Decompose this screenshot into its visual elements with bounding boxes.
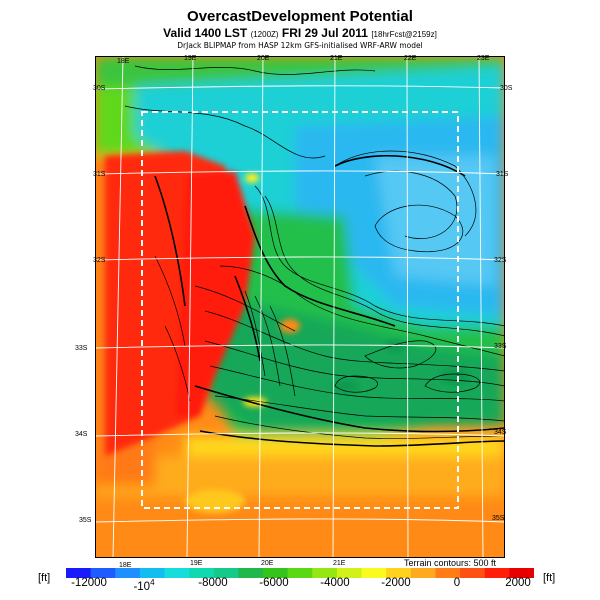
colorbar-segment xyxy=(336,568,363,578)
unit-left: [ft] xyxy=(38,572,51,584)
colorbar-segment xyxy=(238,568,264,578)
colorbar-segment xyxy=(66,568,92,578)
lat-label-right-34s: 34S xyxy=(494,429,507,436)
colorbar-tick-label: 2000 xyxy=(505,577,531,589)
lon-label-20e: 20E xyxy=(257,55,270,62)
lat-label-right-33s: 33S xyxy=(494,343,507,350)
colorbar-tick-label: -6000 xyxy=(259,577,289,589)
map-subtitle: Valid 1400 LST (1200Z) FRI 29 Jul 2011 [… xyxy=(0,26,600,40)
forecast-map xyxy=(95,56,505,558)
colorbar-tick-label: -12000 xyxy=(71,577,107,589)
lat-lon-grid xyxy=(95,56,505,558)
lat-label-right-31s: 31S xyxy=(496,171,509,178)
colorbar-segment xyxy=(189,568,215,578)
lon-label-23e: 23E xyxy=(477,55,490,62)
lat-label-left-35s: 35S xyxy=(79,517,92,524)
colorbar-tick-label: -4000 xyxy=(320,577,350,589)
valid-date: FRI 29 Jul 2011 xyxy=(281,26,368,40)
colorbar-segment xyxy=(509,568,534,578)
colorbar-tick-label: 0 xyxy=(453,577,461,589)
colorbar-segment xyxy=(164,568,190,578)
lon-label-bottom-19e: 19E xyxy=(190,560,203,567)
terrain-contours xyxy=(124,65,505,439)
colorbar-segment xyxy=(410,568,436,578)
lat-label-right-35s: 35S xyxy=(492,515,505,522)
lon-label-18e: 18E xyxy=(117,58,130,65)
colorbar-segment xyxy=(312,568,338,578)
colorbar-tick-label: -104 xyxy=(133,578,155,593)
lat-label-left-32s: 32S xyxy=(93,257,106,264)
lon-label-bottom-20e: 20E xyxy=(261,560,274,567)
colorbar-segment xyxy=(139,568,166,578)
colorbar-segment xyxy=(361,568,387,578)
lon-label-bottom-18e: 18E xyxy=(119,562,132,569)
colorbar-segment xyxy=(213,568,239,578)
colorbar-segment xyxy=(115,568,141,578)
utc-time: (1200Z) xyxy=(250,30,279,39)
colorbar-segment xyxy=(484,568,510,578)
lon-label-21e: 21E xyxy=(330,55,343,62)
lon-label-bottom-21e: 21E xyxy=(333,560,346,567)
forecast-info: [18hrFcst@2159z] xyxy=(371,30,437,39)
lat-label-right-30s: 30S xyxy=(500,85,513,92)
valid-time: Valid 1400 LST xyxy=(163,26,248,40)
model-credit: DrJack BLIPMAP from HASP 12km GFS-initia… xyxy=(177,41,423,50)
lat-label-left-33s: 33S xyxy=(75,345,88,352)
colorbar xyxy=(66,568,534,578)
colorbar-segment xyxy=(460,568,486,578)
map-title: OvercastDevelopment Potential xyxy=(187,8,413,25)
colorbar-tick-label: -8000 xyxy=(198,577,228,589)
colorbar-segment xyxy=(287,568,313,578)
colorbar-tick-label: -2000 xyxy=(381,577,411,589)
lon-label-22e: 22E xyxy=(404,55,417,62)
colorbar-segment xyxy=(90,568,116,578)
colorbar-segment xyxy=(386,568,412,578)
lat-label-left-34s: 34S xyxy=(75,431,88,438)
colorbar-segment xyxy=(435,568,461,578)
lat-label-left-31s: 31S xyxy=(93,171,106,178)
lon-label-19e: 19E xyxy=(184,55,197,62)
inner-domain-box xyxy=(141,111,459,509)
lat-label-right-32s: 32S xyxy=(494,257,507,264)
lat-label-left-30s: 30S xyxy=(93,85,106,92)
unit-right: [ft] xyxy=(543,572,556,584)
colorbar-segment xyxy=(263,568,289,578)
contour-interval-note: Terrain contours: 500 ft xyxy=(404,558,497,568)
